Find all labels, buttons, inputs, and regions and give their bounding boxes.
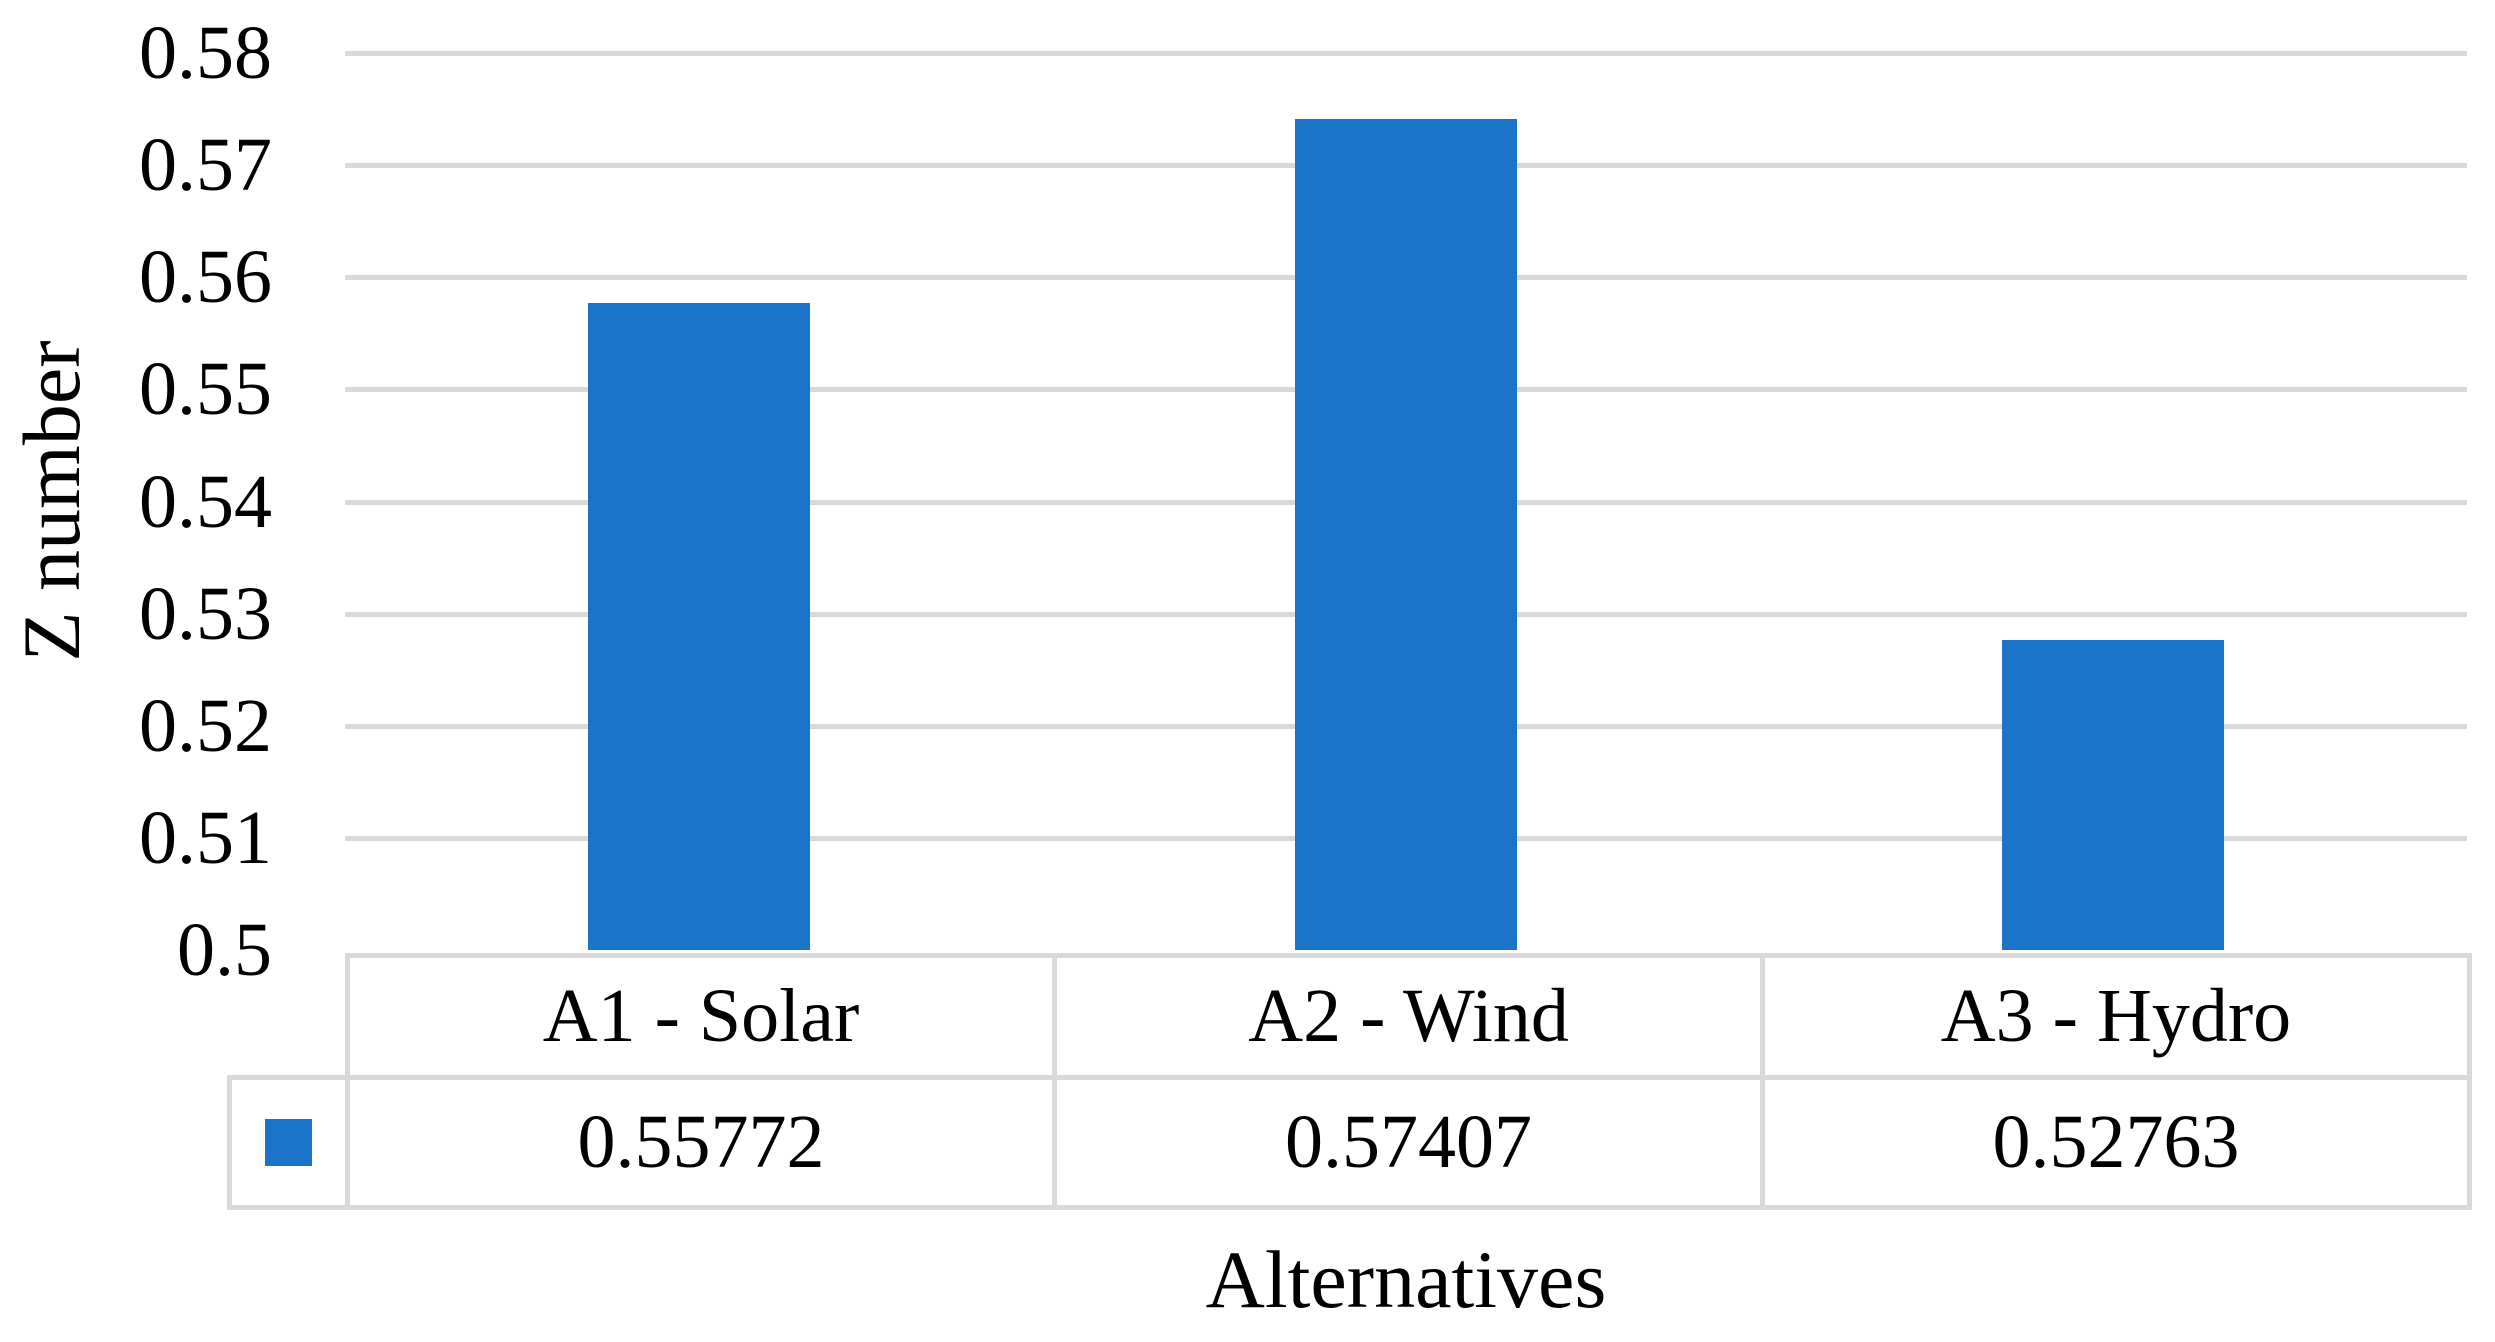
y-tick-label-0.55: 0.55 <box>139 347 272 431</box>
x-axis-title: Alternatives <box>1205 1234 1607 1325</box>
y-tick-label-0.54: 0.54 <box>139 460 272 544</box>
bar-a3-hydro <box>2002 640 2224 950</box>
legend-swatch-icon <box>265 1119 312 1166</box>
y-tick-label-0.57: 0.57 <box>139 123 272 207</box>
category-cell-a1-solar: A1 - Solar <box>345 953 1057 1080</box>
value-cell-a3-hydro: 0.52763 <box>1760 1075 2472 1210</box>
category-cell-a2-wind: A2 - Wind <box>1052 953 1765 1080</box>
bar-a2-wind <box>1295 119 1517 950</box>
plot-area <box>345 51 2467 950</box>
gridline-0.58 <box>345 51 2467 56</box>
bar-a1-solar <box>588 303 810 950</box>
y-tick-label-0.5: 0.5 <box>177 908 272 992</box>
value-cell-a2-wind: 0.57407 <box>1052 1075 1765 1210</box>
value-cell-a1-solar: 0.55772 <box>345 1075 1057 1210</box>
legend-key-cell <box>227 1075 350 1210</box>
y-tick-label-0.53: 0.53 <box>139 572 272 656</box>
category-cell-a3-hydro: A3 - Hydro <box>1760 953 2472 1080</box>
y-tick-label-0.52: 0.52 <box>139 684 272 768</box>
y-tick-label-0.51: 0.51 <box>139 796 272 880</box>
y-tick-label-0.58: 0.58 <box>139 11 272 95</box>
y-tick-label-0.56: 0.56 <box>139 235 272 319</box>
